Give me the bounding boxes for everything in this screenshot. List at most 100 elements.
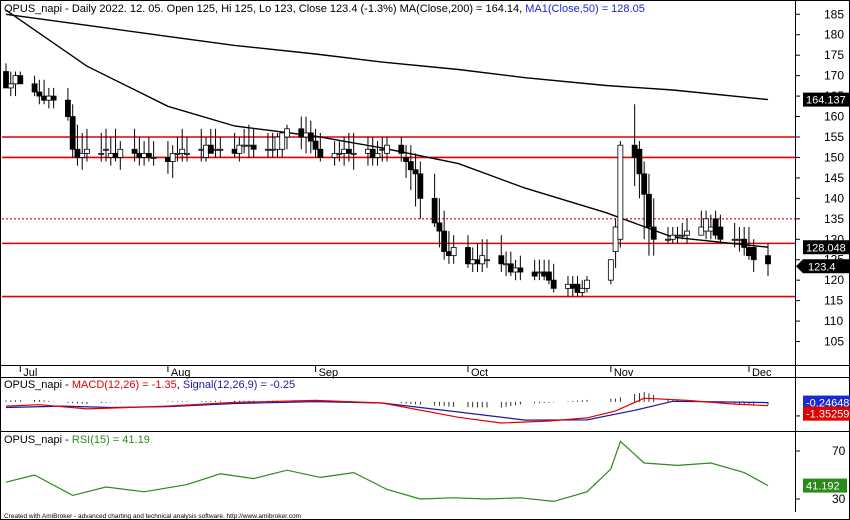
candle-body [741,238,748,248]
candle-61 [407,145,414,191]
candle-body [446,251,452,257]
candle-body [265,148,271,151]
candle-body [69,116,76,150]
month-label-oct: Oct [471,367,488,379]
candle-body [341,148,348,154]
price-tick-label-155: 155 [824,130,844,144]
macd-header-sep: , [177,379,183,391]
candle-body [665,238,671,241]
price-tick-label-150: 150 [824,150,844,164]
candle-66 [441,210,448,260]
month-label-sep: Sep [319,367,339,379]
candle-83 [550,263,557,293]
candle-body [536,271,543,274]
rsi-header: OPUS_napi - RSI(15) = 41.19 [4,434,150,446]
month-label-nov: Nov [614,367,634,379]
candle-15 [103,128,109,162]
candle-95 [646,173,652,256]
candle-10 [69,104,76,158]
ma200-value-label: 164.137 [803,92,849,107]
candle-body [65,99,71,117]
candle-101 [684,218,690,244]
candle-25 [169,145,176,178]
candle-body [574,283,581,293]
signal-value-label-text: -0.246486 [806,398,850,410]
candle-0 [3,63,9,89]
ma200-line [5,13,769,101]
candle-33 [217,137,224,158]
price-header-ma50: MA1(Close,50) = 128.05 [525,3,645,15]
price-tick-label-170: 170 [824,69,844,83]
candle-body [345,148,352,154]
price-plot [2,9,795,298]
price-header-main: OPUS_napi - Daily 2022. 12. 05. Open 125… [4,3,525,15]
candle-body [636,148,643,175]
candle-body [150,157,157,159]
candle-40 [269,132,276,158]
candle-body [131,148,138,154]
candle-body [669,234,676,240]
candle-body [479,255,486,265]
price-tick-label-175: 175 [824,48,844,62]
signal-value-label: -0.246486 [803,395,850,410]
candle-body [107,152,114,158]
candle-body [74,148,81,158]
candle-23 [150,141,157,166]
candle-89 [607,259,614,285]
candle-body [169,152,176,162]
candle-91 [617,141,624,248]
candle-body [703,218,709,232]
candle-body [112,152,119,158]
candle-body [431,197,438,224]
candle-49 [331,141,338,166]
candle-112 [765,243,771,277]
candle-106 [717,214,724,244]
candle-body [307,132,314,142]
candle-73 [484,239,490,268]
candle-body [207,144,214,154]
candle-body [607,259,614,281]
candle-50 [336,141,343,162]
candle-body [650,226,657,240]
candle-body [707,226,714,232]
candle-82 [546,259,552,285]
candle-body [631,144,638,158]
macd-value-label-text: -1.35259 [806,409,849,421]
candle-65 [436,198,443,248]
candle-111 [750,239,757,272]
candle-body [465,247,471,265]
candle-3 [17,71,24,85]
ma200-value-label-text: 164.137 [806,95,846,107]
candle-body [717,226,724,240]
candle-109 [741,227,748,256]
price-tick-label-110: 110 [824,314,843,328]
candle-58 [384,137,390,162]
candle-body [584,279,590,289]
candle-9 [65,87,71,121]
candle-body [41,95,47,101]
candle-body [469,259,476,265]
ma200-value-label-bg [803,92,849,107]
candle-body [331,152,338,158]
rsi-line [5,440,769,503]
candle-4 [31,75,38,97]
candle-body [484,259,490,262]
candle-body [569,283,576,289]
candle-body [498,255,505,265]
candle-body [241,144,248,147]
price-tick-label-135: 135 [824,212,844,226]
price-tick-label-145: 145 [824,171,844,185]
close-value-label: 123.4 [796,259,849,274]
macd-header-name: OPUS_napi - [4,379,72,391]
candle-body [231,148,238,154]
candle-body [531,271,538,277]
candle-body [379,148,386,151]
candle-48 [317,132,324,162]
candle-93 [636,141,643,199]
candle-body [546,271,552,281]
candle-18 [117,141,124,170]
candle-body [174,152,181,155]
candle-body [369,148,376,158]
candle-body [336,152,343,155]
